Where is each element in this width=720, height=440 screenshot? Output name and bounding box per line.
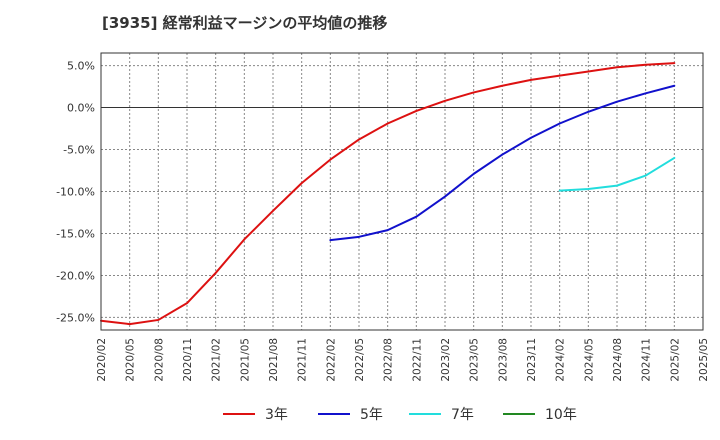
x-tick-label: 2025/05	[698, 338, 710, 382]
x-tick-label: 2024/02	[555, 338, 567, 382]
x-tick-label: 2022/11	[411, 338, 423, 382]
y-tick-label: 0.0%	[67, 102, 95, 115]
x-tick-label: 2024/08	[612, 338, 624, 382]
x-tick-label: 2020/11	[182, 338, 194, 382]
legend-label-2: 5年	[360, 407, 383, 423]
x-tick-label: 2020/02	[96, 338, 108, 382]
y-tick-label: -5.0%	[63, 144, 95, 157]
x-tick-label: 2020/05	[125, 338, 137, 382]
x-tick-label: 2022/02	[325, 338, 337, 382]
x-tick-label: 2021/08	[268, 338, 280, 382]
series-line-2	[329, 84, 676, 242]
legend: 3年 5年 7年 10年	[223, 407, 577, 423]
x-axis: 2020/02 2020/05 2020/08 2020/11 2021/02 2021/…	[96, 338, 710, 382]
x-tick-label: 2023/02	[440, 338, 452, 382]
series-line-1	[100, 62, 676, 326]
y-tick-label: -10.0%	[56, 186, 95, 199]
x-tick-label: 2024/11	[641, 338, 653, 382]
y-tick-label: -20.0%	[56, 269, 95, 282]
y-tick-label: -25.0%	[56, 311, 95, 324]
x-tick-label: 2023/08	[497, 338, 509, 382]
x-tick-label: 2023/11	[526, 338, 538, 382]
series-line-3	[558, 156, 676, 192]
x-tick-label: 2021/02	[211, 338, 223, 382]
x-tick-label: 2020/08	[153, 338, 165, 382]
y-tick-label: -15.0%	[56, 227, 95, 240]
chart-title: [3935] 経常利益マージンの平均値の推移	[102, 14, 388, 32]
x-tick-label: 2022/08	[383, 338, 395, 382]
grid-layer	[101, 53, 703, 330]
x-tick-label: 2025/02	[669, 338, 681, 382]
legend-label-1: 3年	[265, 407, 288, 423]
legend-label-4: 10年	[545, 407, 577, 423]
x-tick-label: 2021/05	[239, 338, 251, 382]
legend-label-3: 7年	[451, 407, 474, 423]
y-tick-label: 5.0%	[67, 60, 95, 73]
series-layer	[100, 62, 676, 326]
x-tick-label: 2024/05	[583, 338, 595, 382]
x-tick-label: 2022/05	[354, 338, 366, 382]
x-tick-label: 2023/05	[469, 338, 481, 382]
y-axis: 5.0% 0.0% -5.0% -10.0% -15.0% -20.0% -25.0%	[56, 60, 95, 325]
plot-frame	[100, 52, 704, 331]
x-tick-label: 2021/11	[297, 338, 309, 382]
